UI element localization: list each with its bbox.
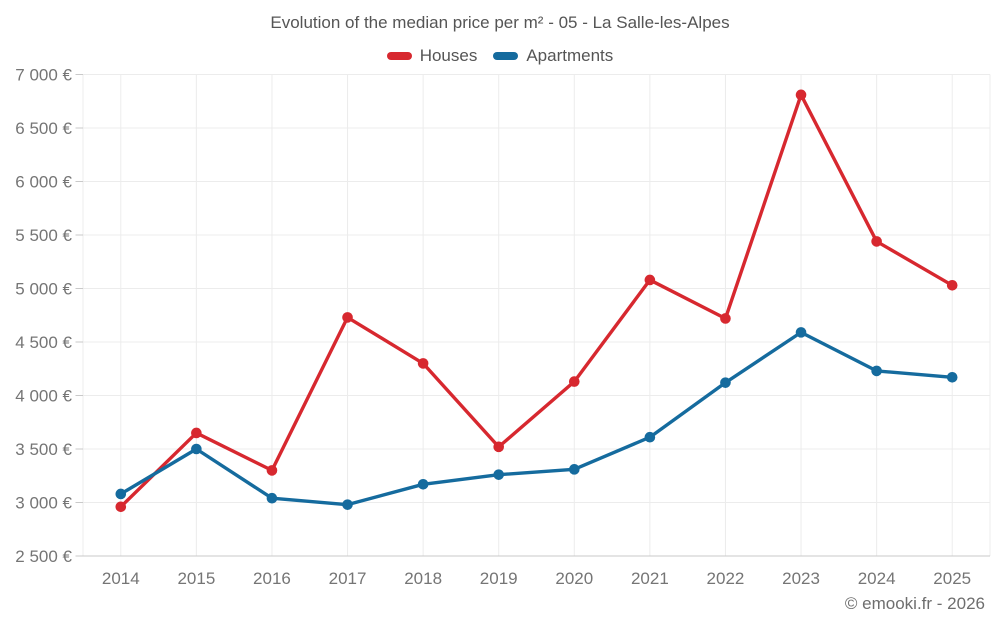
data-point-houses-2014[interactable] (115, 501, 127, 513)
gridlines (75, 74, 991, 557)
x-axis-label-2023: 2023 (782, 569, 820, 588)
data-point-apartments-2015[interactable] (191, 443, 202, 455)
data-point-houses-2017[interactable] (342, 312, 353, 323)
data-point-houses-2018[interactable] (417, 358, 429, 369)
legend-item-apartments[interactable]: Apartments (493, 46, 613, 66)
x-axis-label-2021: 2021 (631, 569, 669, 588)
copyright-credit: © emooki.fr - 2026 (844, 594, 985, 613)
y-axis-label: 5 000 € (15, 280, 72, 299)
legend-label-apartments: Apartments (526, 46, 614, 65)
series-houses (115, 89, 958, 513)
data-point-houses-2020[interactable] (568, 376, 580, 387)
y-axis-label: 4 500 € (15, 333, 72, 352)
data-point-apartments-2017[interactable] (342, 499, 353, 510)
legend-swatch-apartments (493, 52, 519, 60)
chart-legend: Houses Apartments (0, 46, 1000, 66)
legend-label-houses: Houses (419, 46, 478, 65)
data-point-houses-2023[interactable] (795, 89, 807, 101)
x-axis-label-2025: 2025 (933, 569, 971, 588)
data-point-houses-2025[interactable] (946, 279, 958, 291)
y-axis-label: 3 000 € (15, 494, 72, 513)
x-axis-label-2019: 2019 (480, 569, 518, 588)
x-axis-labels: 2014 2015 2016 2017 2018 2019 2020 2021 2022 2023… (102, 569, 971, 588)
y-axis-label: 2 500 € (15, 547, 72, 566)
data-point-apartments-2025[interactable] (946, 372, 958, 383)
data-point-apartments-2014[interactable] (115, 488, 127, 500)
data-point-houses-2015[interactable] (191, 427, 202, 439)
data-point-apartments-2023[interactable] (795, 327, 807, 338)
x-axis-label-2014: 2014 (102, 569, 140, 588)
x-axis-label-2018: 2018 (404, 569, 442, 588)
y-axis-label: 6 500 € (15, 119, 72, 138)
data-point-apartments-2019[interactable] (493, 469, 505, 480)
y-axis-label: 6 000 € (15, 173, 72, 192)
x-axis-label-2024: 2024 (858, 569, 896, 588)
y-axis-labels: 2 500 € 3 000 € 3 500 € 4 000 € 4 500 € 5 000… (15, 66, 72, 567)
data-point-apartments-2016[interactable] (266, 492, 278, 504)
series-line-apartments (119, 330, 954, 507)
x-axis-label-2015: 2015 (177, 569, 215, 588)
y-axis-label: 3 500 € (15, 440, 72, 459)
data-point-houses-2022[interactable] (720, 313, 731, 324)
legend-swatch-houses (386, 52, 412, 60)
x-axis-label-2022: 2022 (707, 569, 745, 588)
y-axis-label: 4 000 € (15, 387, 72, 406)
data-point-houses-2016[interactable] (266, 465, 278, 476)
y-axis-label: 7 000 € (15, 66, 72, 85)
y-axis-label: 5 500 € (15, 226, 72, 245)
data-point-apartments-2018[interactable] (417, 479, 429, 490)
legend-item-houses[interactable]: Houses (386, 46, 478, 66)
series-line-houses (119, 93, 954, 509)
x-axis-label-2017: 2017 (329, 569, 367, 588)
data-point-apartments-2022[interactable] (720, 377, 731, 388)
x-axis-label-2020: 2020 (555, 569, 593, 588)
data-point-apartments-2020[interactable] (568, 464, 580, 475)
series-apartments (115, 327, 958, 510)
data-point-apartments-2024[interactable] (871, 365, 882, 377)
data-point-houses-2019[interactable] (493, 441, 505, 453)
chart-title: Evolution of the median price per m² - 0… (270, 13, 730, 32)
data-point-houses-2024[interactable] (871, 236, 882, 247)
data-point-apartments-2021[interactable] (644, 431, 656, 443)
x-axis-label-2016: 2016 (253, 569, 291, 588)
data-point-houses-2021[interactable] (644, 274, 656, 286)
